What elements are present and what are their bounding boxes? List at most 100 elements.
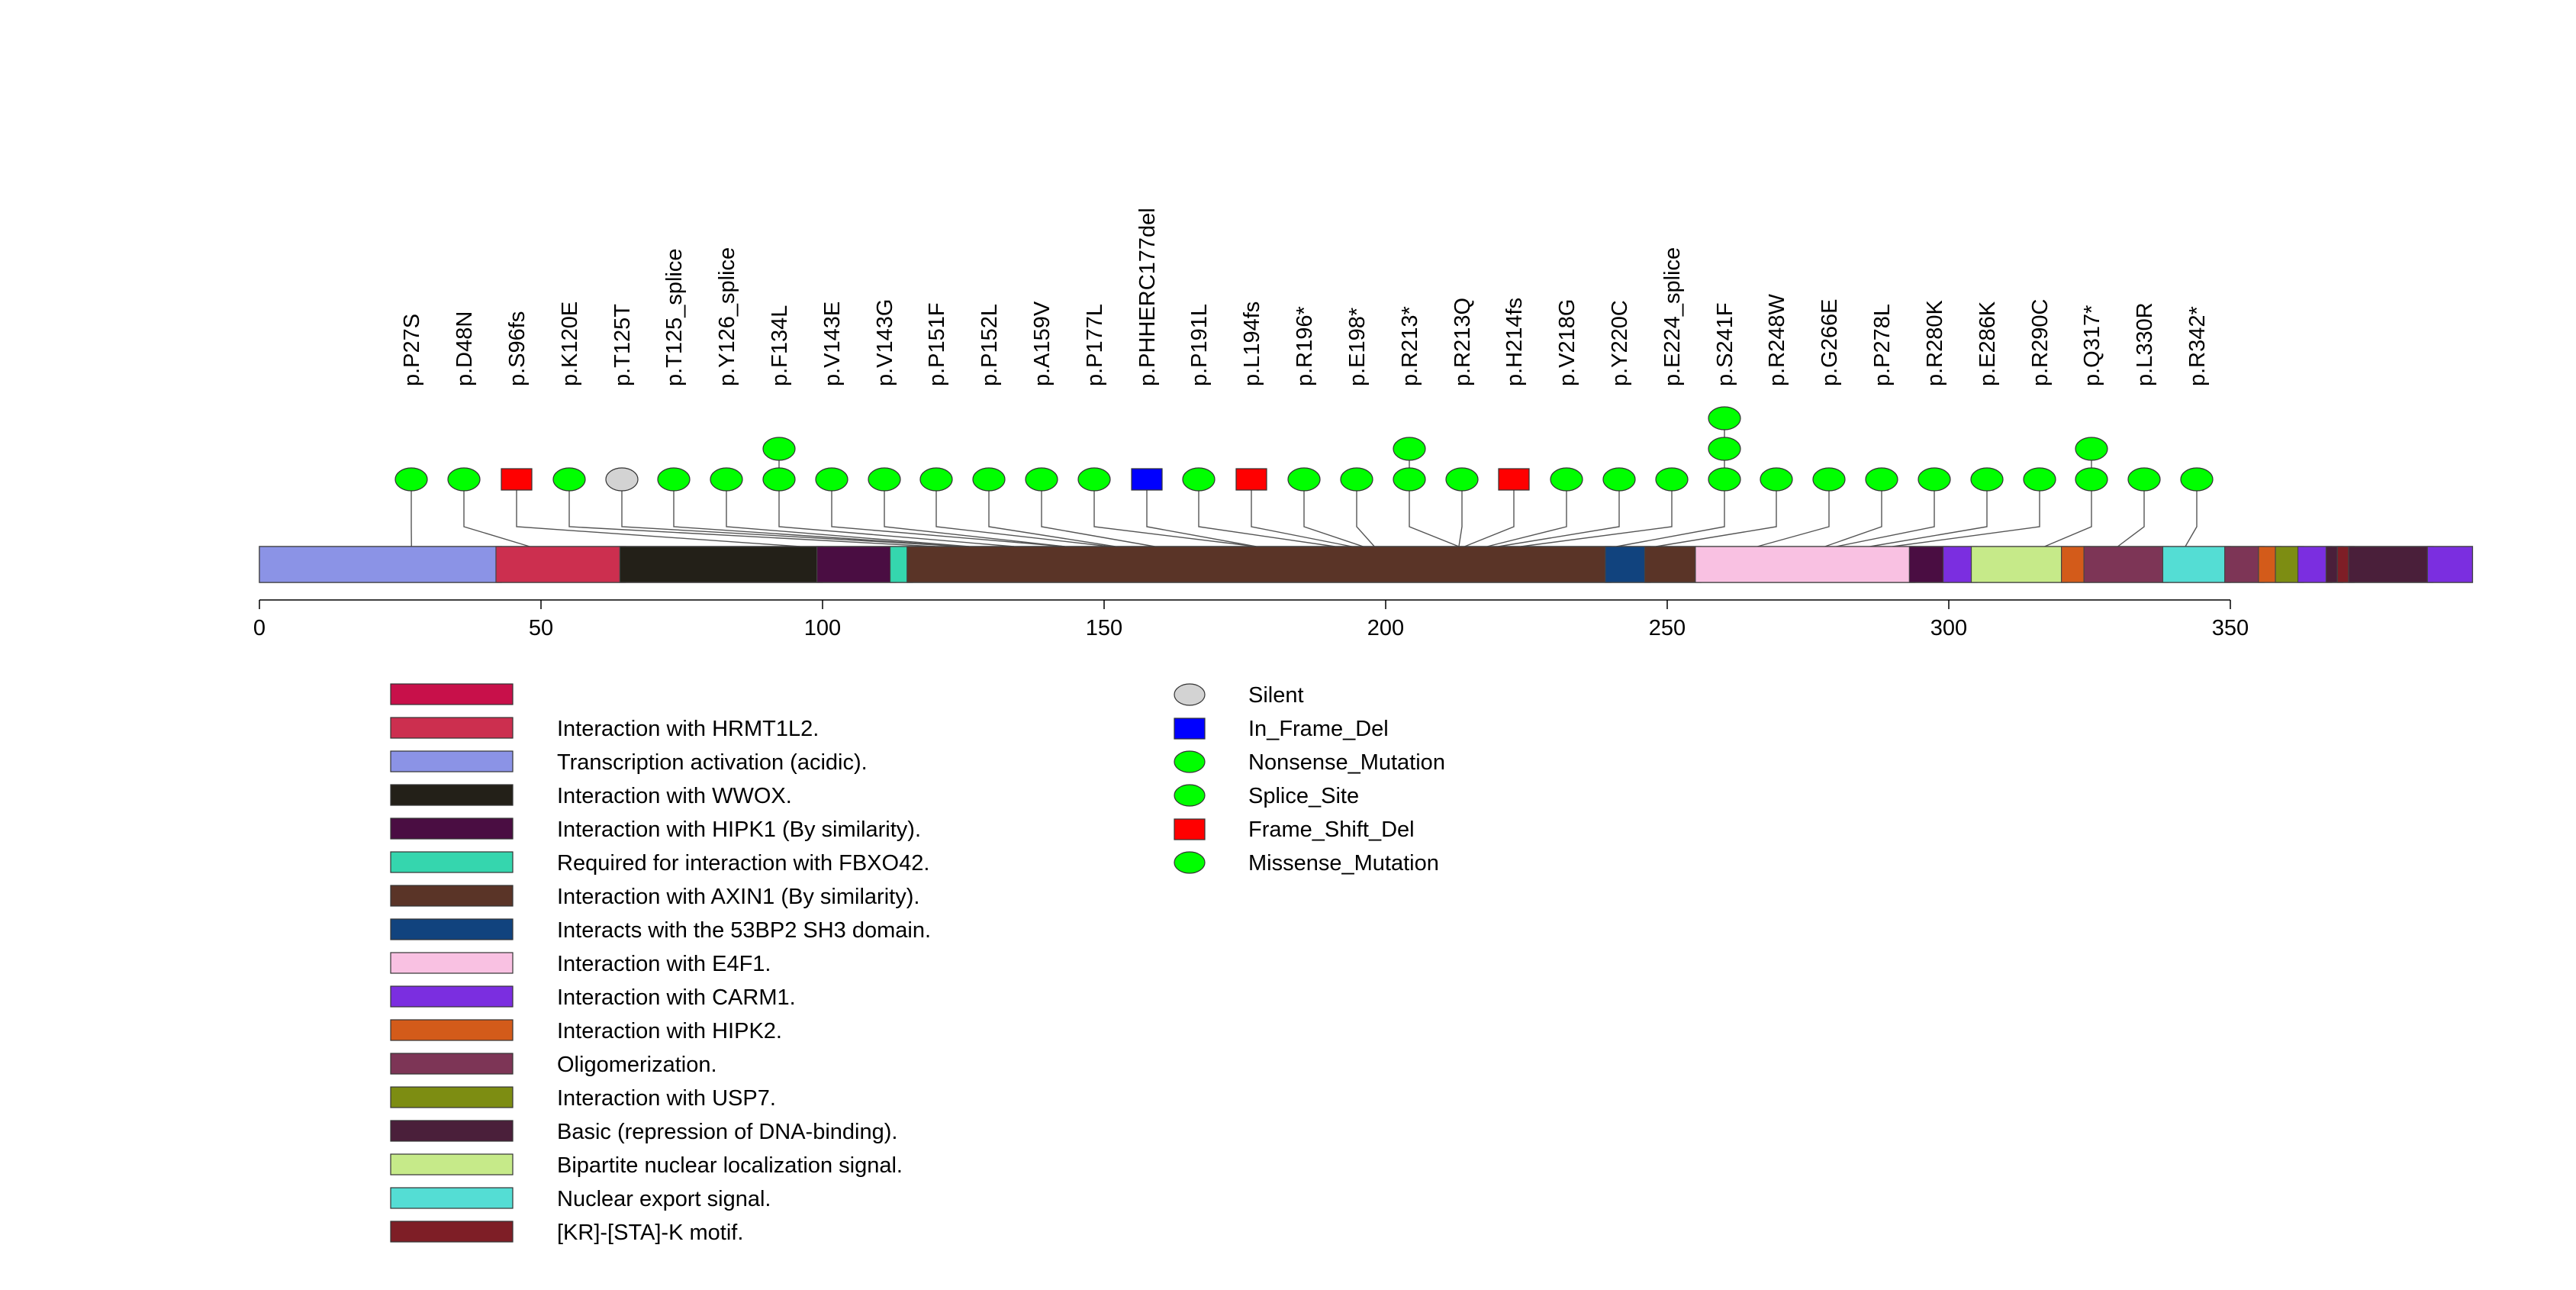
x-tick-label: 0 [253, 616, 266, 640]
mutation-stem [988, 479, 1116, 547]
legend-label: Interaction with HIPK1 (By similarity). [557, 818, 921, 842]
mutation-marker[interactable] [972, 467, 1006, 492]
protein-domain[interactable]: Basic (repression of DNA-binding). [2348, 546, 2434, 583]
mutation-marker[interactable] [1708, 406, 1741, 431]
mutation-marker[interactable] [552, 467, 586, 492]
mutation-label: p.S96fs [505, 311, 530, 386]
legend-label: [KR]-[STA]-K motif. [557, 1221, 743, 1245]
x-tick-label: 100 [804, 616, 841, 640]
mutation-stem [1303, 479, 1364, 547]
mutation-marker[interactable] [394, 467, 428, 492]
mutation-marker[interactable] [1708, 437, 1741, 461]
protein-domain[interactable]: Oligomerization. [2083, 546, 2169, 583]
mutation-stem [1836, 479, 1935, 547]
protein-domain[interactable]: Interacts with the 53BP2 SH3 domain. [1605, 546, 1651, 583]
mutation-marker[interactable] [447, 467, 481, 492]
mutation-label: p.L194fs [1240, 302, 1264, 386]
mutation-stem [1041, 479, 1155, 547]
mutation-marker[interactable] [1760, 467, 1793, 492]
mutation-marker[interactable] [605, 467, 639, 492]
mutation-marker[interactable] [919, 467, 953, 492]
mutation-marker[interactable] [1287, 467, 1321, 492]
legend-marker [1174, 784, 1206, 807]
mutation-marker[interactable] [1918, 467, 1951, 492]
mutation-stem [1656, 479, 1777, 547]
mutation-label: p.E198* [1345, 308, 1370, 386]
mutation-marker[interactable] [762, 467, 796, 492]
mutation-marker[interactable] [501, 468, 533, 491]
mutation-marker[interactable] [1077, 467, 1111, 492]
protein-domain[interactable]: Nuclear export signal. [2162, 546, 2231, 583]
mutation-label: p.P27S [400, 314, 424, 386]
mutation-stem [1409, 449, 1460, 547]
mutation-labels: p.P27S p.D48N p.S96fs p.K120E p.T125T p.T125_… [400, 208, 2210, 386]
mutation-stem [1198, 479, 1335, 547]
mutation-marker[interactable] [1340, 467, 1373, 492]
mutation-marker[interactable] [1970, 467, 2004, 492]
mutation-label: p.Q317* [2080, 305, 2104, 386]
mutation-marker[interactable] [1655, 467, 1689, 492]
protein-domain[interactable]: Interaction with E4F1. [1695, 546, 1916, 583]
mutation-stem [1869, 479, 1988, 547]
mutation-marker[interactable] [815, 467, 848, 492]
legend-label: Missense_Mutation [1248, 851, 1439, 876]
mutation-label: p.V143E [820, 302, 845, 386]
protein-domain[interactable]: Interaction with HIPK1 (By similarity). [816, 546, 897, 583]
mutation-marker[interactable] [1708, 467, 1741, 492]
legend-swatch [390, 851, 514, 873]
mutation-stems [411, 418, 2198, 547]
mutation-marker[interactable] [1865, 467, 1898, 492]
mutation-marker[interactable] [2023, 467, 2056, 492]
mutation-label: p.P191L [1187, 304, 1212, 386]
legend-swatch [390, 784, 514, 806]
mutation-marker[interactable] [2180, 467, 2214, 492]
legend-label: Interaction with CARM1. [557, 985, 796, 1010]
mutation-label: p.P278L [1870, 304, 1895, 386]
legend-swatch [390, 750, 514, 772]
protein-domain[interactable]: Interaction with AXIN1 (By similarity). [906, 546, 1612, 583]
legend-label: Interacts with the 53BP2 SH3 domain. [557, 918, 931, 943]
mutation-marker[interactable] [1182, 467, 1216, 492]
legend-swatch [390, 918, 514, 940]
mutation-label: p.L330R [2133, 302, 2157, 386]
legend-marker [1174, 718, 1206, 740]
mutation-marker[interactable] [1393, 467, 1426, 492]
mutation-marker[interactable] [1812, 467, 1846, 492]
mutation-stem [726, 479, 969, 547]
protein-domain[interactable]: Interaction with AXIN1 (By similarity). [1644, 546, 1702, 583]
protein-domain[interactable]: Oligomerization. [2224, 546, 2265, 583]
mutation-marker[interactable] [1445, 467, 1479, 492]
protein-domain[interactable]: Bipartite nuclear localization signal. [1970, 546, 2068, 583]
mutation-marker[interactable] [1602, 467, 1636, 492]
mutation-marker[interactable] [710, 467, 743, 492]
mutation-marker[interactable] [2075, 437, 2108, 461]
mutation-label: p.P177L [1083, 304, 1107, 386]
mutation-marker[interactable] [1393, 437, 1426, 461]
mutation-marker[interactable] [1025, 467, 1058, 492]
protein-domain[interactable]: Transcription activation (acidic). [259, 546, 502, 583]
mutation-marker[interactable] [1131, 468, 1163, 491]
legend-marker [1174, 750, 1206, 773]
mutation-label: p.P151F [925, 302, 949, 386]
mutation-marker[interactable] [1235, 468, 1267, 491]
mutation-marker[interactable] [1550, 467, 1583, 492]
legend-marker [1174, 683, 1206, 706]
protein-domain[interactable]: Interaction with HRMT1L2. [495, 546, 626, 583]
mutation-marker[interactable] [2075, 467, 2108, 492]
mutation-stem [1251, 479, 1352, 547]
mutation-marker[interactable] [2127, 467, 2161, 492]
legend-label: Interaction with USP7. [557, 1086, 776, 1111]
mutation-stem [463, 479, 530, 547]
mutation-label: p.E286K [1975, 301, 2000, 386]
protein-domain[interactable]: Interaction with WWOX. [619, 546, 823, 583]
mutation-marker[interactable] [868, 467, 901, 492]
protein-domain[interactable]: Interaction with CARM1. [2426, 546, 2473, 583]
legend-swatch [390, 952, 514, 974]
mutation-marker[interactable] [1498, 468, 1530, 491]
mutation-marker[interactable] [657, 467, 691, 492]
legend-label: Frame_Shift_Del [1248, 818, 1415, 842]
x-tick-label: 350 [2212, 616, 2249, 640]
mutation-marker[interactable] [762, 437, 796, 461]
mutation-label: p.G266E [1818, 299, 1842, 386]
legend-swatch [390, 683, 514, 705]
